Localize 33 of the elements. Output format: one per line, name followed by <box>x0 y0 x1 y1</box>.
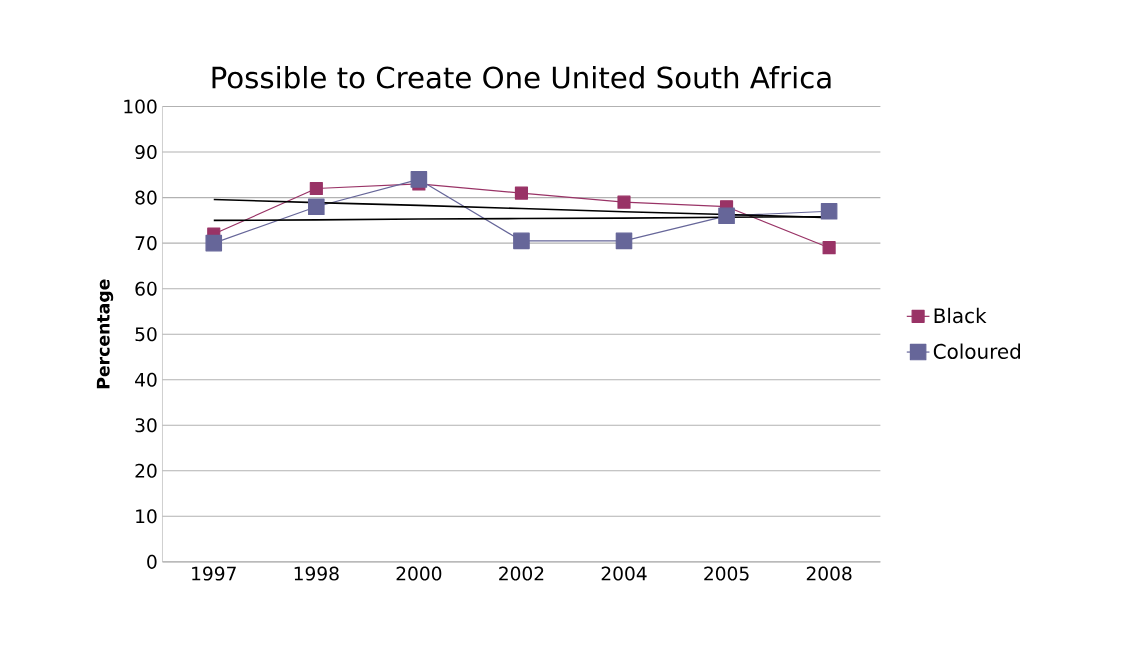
x-tick-label: 2008 <box>806 566 852 581</box>
y-tick-label: 40 <box>135 372 157 387</box>
x-tick-label: 1998 <box>294 566 339 581</box>
y-tick-label: 10 <box>136 509 157 524</box>
y-tick-label: 20 <box>135 463 157 478</box>
point <box>513 232 530 250</box>
point <box>718 207 735 225</box>
x-tick-label: 2005 <box>704 566 749 581</box>
y-axis-title: Percentage <box>96 279 114 389</box>
x-tick-label: 2000 <box>396 566 442 581</box>
legend-label: Black <box>934 307 987 324</box>
y-tick-label: 50 <box>135 327 157 342</box>
point <box>410 171 428 188</box>
x-tick-label: 1997 <box>192 566 236 581</box>
y-tick-label: 100 <box>124 99 157 114</box>
legend-label: Coloured <box>933 343 1021 359</box>
y-tick-label: 0 <box>147 554 157 569</box>
y-tick-label: 70 <box>135 236 157 251</box>
y-tick-label: 80 <box>135 190 157 205</box>
point <box>308 198 325 216</box>
y-tick-label: 90 <box>135 145 157 160</box>
x-tick-label: 2002 <box>499 566 544 581</box>
point <box>205 234 223 252</box>
y-tick-label: 60 <box>135 281 157 296</box>
point <box>617 195 631 209</box>
x-tick-label: 2004 <box>601 566 647 581</box>
point <box>309 181 323 196</box>
y-tick-label: 30 <box>135 418 157 433</box>
point <box>514 186 529 200</box>
point <box>615 232 633 250</box>
point <box>820 203 838 220</box>
point <box>822 241 836 255</box>
chart-title: Possible to Create One United South Africa <box>212 66 831 89</box>
